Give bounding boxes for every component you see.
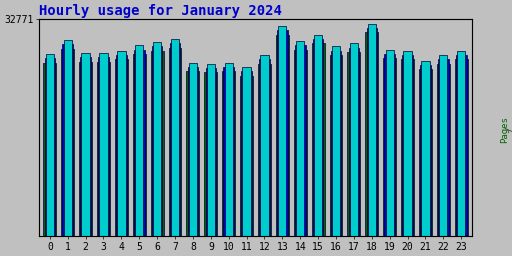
Bar — [331, 51, 342, 236]
Bar — [168, 48, 181, 236]
Bar — [79, 62, 92, 236]
Bar — [366, 32, 378, 236]
Bar — [259, 59, 270, 236]
Text: Hourly usage for January 2024: Hourly usage for January 2024 — [39, 4, 282, 18]
Bar — [222, 71, 235, 236]
Bar — [205, 68, 216, 236]
Bar — [98, 57, 109, 236]
Bar — [189, 63, 197, 236]
Bar — [62, 44, 73, 236]
Bar — [258, 64, 271, 236]
Bar — [349, 48, 359, 236]
Text: Pages: Pages — [500, 116, 509, 143]
Bar — [277, 30, 288, 236]
Bar — [153, 42, 161, 236]
Bar — [170, 43, 180, 236]
Bar — [383, 58, 396, 236]
Bar — [115, 59, 128, 236]
Bar — [45, 58, 55, 236]
Bar — [44, 63, 56, 236]
Bar — [276, 35, 289, 236]
Bar — [314, 35, 322, 236]
Bar — [81, 53, 90, 236]
Bar — [116, 55, 126, 236]
Bar — [278, 26, 287, 236]
Bar — [294, 50, 307, 236]
Bar — [134, 50, 144, 236]
Bar — [133, 54, 146, 236]
Bar — [207, 64, 215, 236]
Bar — [80, 57, 91, 236]
Bar — [204, 72, 217, 236]
Bar — [188, 67, 198, 236]
Bar — [261, 55, 269, 236]
Bar — [421, 61, 430, 236]
Bar — [152, 46, 162, 236]
Bar — [419, 69, 432, 236]
Bar — [457, 51, 465, 236]
Bar — [348, 52, 360, 236]
Bar — [312, 43, 325, 236]
Bar — [420, 65, 431, 236]
Bar — [296, 41, 305, 236]
Bar — [240, 76, 253, 236]
Bar — [456, 55, 466, 236]
Bar — [330, 55, 343, 236]
Bar — [403, 51, 412, 236]
Bar — [46, 54, 54, 236]
Bar — [313, 39, 324, 236]
Bar — [350, 43, 358, 236]
Bar — [63, 40, 72, 236]
Text: /: / — [506, 121, 512, 137]
Bar — [437, 64, 450, 236]
Bar — [368, 24, 376, 236]
Bar — [386, 50, 394, 236]
Bar — [171, 39, 179, 236]
Bar — [295, 45, 306, 236]
Bar — [97, 62, 110, 236]
Bar — [455, 59, 467, 236]
Bar — [223, 67, 234, 236]
Bar — [385, 54, 395, 236]
Bar — [438, 59, 449, 236]
Bar — [332, 46, 340, 236]
Bar — [186, 71, 199, 236]
Bar — [225, 63, 233, 236]
Bar — [401, 59, 414, 236]
Bar — [439, 55, 447, 236]
Bar — [241, 71, 252, 236]
Bar — [243, 67, 251, 236]
Bar — [135, 45, 143, 236]
Bar — [367, 28, 377, 236]
Bar — [117, 51, 125, 236]
Bar — [151, 51, 164, 236]
Bar — [99, 53, 108, 236]
Bar — [61, 49, 74, 236]
Bar — [402, 55, 413, 236]
